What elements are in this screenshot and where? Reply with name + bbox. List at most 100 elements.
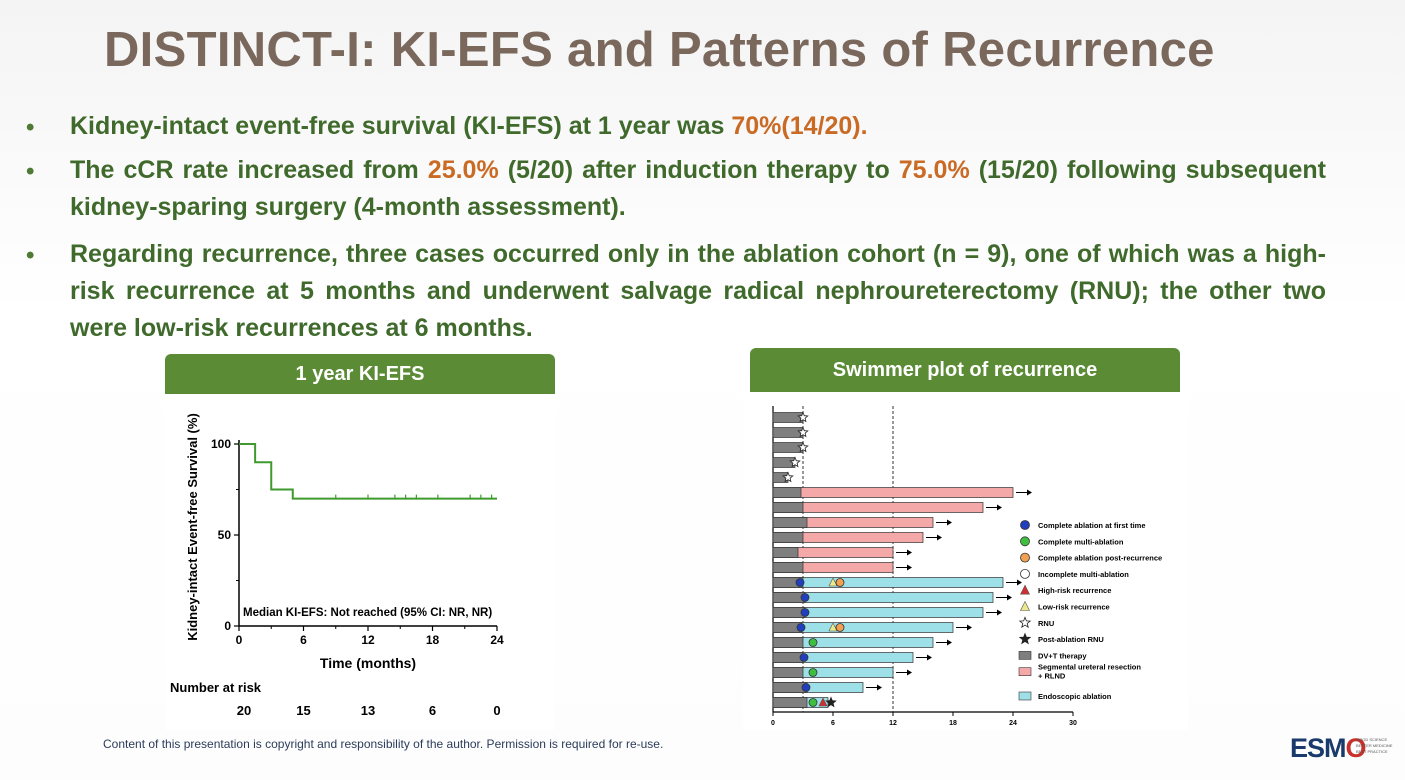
dvt-bar [772, 592, 806, 603]
ongoing-arrowhead [1007, 594, 1012, 601]
dvt-bar [772, 562, 804, 573]
x-axis-label: Time (months) [320, 655, 416, 671]
event-marker-star-open [797, 426, 809, 438]
treatment-bar [772, 502, 984, 513]
y-tick-label: 100 [211, 437, 231, 451]
dvt-bar [772, 487, 802, 498]
risk-count: 13 [361, 703, 375, 718]
legend-label: Post-ablation RNU [1038, 635, 1104, 644]
legend-swatch [1018, 616, 1032, 629]
bullet-2-post: (15/20) following subsequent kidney-spar… [70, 156, 1326, 221]
y-tick-label: 50 [218, 528, 232, 542]
event-marker-green [808, 668, 818, 677]
dvt-bar [772, 607, 806, 618]
event-marker-star-open [782, 471, 794, 483]
dvt-bar [772, 547, 799, 558]
legend-swatch [1020, 552, 1030, 563]
x-tick-label: 0 [236, 633, 243, 647]
risk-count: 0 [493, 703, 500, 718]
event-marker-blue [799, 653, 809, 662]
bullet-2-highlight-b: 75.0% [898, 156, 970, 184]
legend-label: RNU [1038, 619, 1054, 628]
event-marker-yellow [828, 577, 838, 587]
legend-swatch [1018, 632, 1032, 645]
x-tick-label: 6 [300, 633, 307, 647]
bullet-marker: • [26, 114, 35, 141]
risk-count: 20 [237, 703, 251, 718]
ongoing-arrowhead [997, 504, 1002, 511]
x-tick-label: 18 [949, 720, 957, 727]
logo-text-o: O [1345, 733, 1367, 763]
bullet-2-text: The cCR rate increased from 25.0% (5/20)… [70, 152, 1326, 226]
legend-label: Low-risk recurrence [1038, 603, 1110, 612]
ongoing-arrowhead [967, 624, 972, 631]
event-marker-star-open [797, 441, 809, 453]
event-marker-blue [795, 578, 805, 587]
x-tick-label: 30 [1069, 720, 1077, 727]
logo-tagline: GOOD SCIENCE BETTER MEDICINE BEST PRACTI… [1356, 737, 1393, 754]
logo-text-m: M [1324, 733, 1346, 763]
ongoing-arrowhead [997, 609, 1002, 616]
bullet-1-text: Kidney-intact event-free survival (KI-EF… [70, 108, 1326, 145]
legend-label: Incomplete multi-ablation [1038, 570, 1129, 579]
bullet-2-pre: The cCR rate increased from [70, 156, 428, 184]
dvt-bar [772, 637, 804, 648]
risk-count: 6 [429, 703, 436, 718]
legend-label: Complete ablation post-recurrence [1038, 554, 1162, 563]
swimmer-chart: 0612182430Time (months)Complete ablation… [743, 392, 1188, 739]
km-plot-svg: 0 50 100 0 6 12 18 24 Median KI-EFS: Not reached… [170, 413, 504, 718]
dvt-bar [772, 442, 804, 453]
bullet-2-mid: (5/20) after induction therapy to [498, 156, 899, 184]
legend-swatch [1020, 584, 1030, 595]
km-chart: 0 50 100 0 6 12 18 24 Median KI-EFS: Not reached… [165, 394, 555, 730]
event-marker-star-open [789, 456, 801, 468]
event-marker-red [818, 697, 828, 707]
x-tick-label: 18 [426, 633, 440, 647]
esmo-logo: ESMO GOOD SCIENCE BETTER MEDICINE BEST P… [1290, 733, 1392, 764]
legend-swatch [1018, 651, 1032, 660]
ongoing-arrowhead [907, 549, 912, 556]
event-marker-star [825, 696, 837, 708]
km-annotation: Median KI-EFS: Not reached (95% CI: NR, … [243, 607, 492, 619]
ongoing-arrowhead [907, 564, 912, 571]
bullet-3-text: Regarding recurrence, three cases occurr… [70, 240, 1326, 342]
swimmer-plot-svg: 0612182430Time (months)Complete ablation… [771, 406, 1162, 739]
bullet-1-pre: Kidney-intact event-free survival (KI-EF… [70, 112, 732, 140]
x-tick-label: 6 [831, 720, 835, 727]
bullet-marker: • [26, 158, 35, 185]
legend-label: DV+T therapy [1038, 651, 1087, 660]
x-tick-label: 24 [1009, 720, 1017, 727]
dvt-bar [772, 427, 804, 438]
event-marker-yellow [828, 622, 838, 632]
dvt-bar [772, 502, 804, 513]
copyright-footer: Content of this presentation is copyrigh… [103, 737, 664, 751]
treatment-bar [772, 577, 1004, 588]
ongoing-arrowhead [907, 669, 912, 676]
swimmer-panel-title: Swimmer plot of recurrence [750, 348, 1180, 392]
event-marker-orange [835, 623, 845, 632]
event-marker-orange [835, 578, 845, 587]
ongoing-arrowhead [1027, 489, 1032, 496]
y-axis-label: Kidney-intact Event-free Survival (%) [185, 413, 200, 641]
event-marker-blue [796, 623, 806, 632]
dvt-bar [772, 412, 804, 423]
legend-swatch [1018, 667, 1032, 677]
legend-label: Complete ablation at first time [1038, 521, 1146, 530]
y-tick-label: 0 [224, 619, 231, 633]
event-marker-green [808, 698, 818, 707]
risk-table-label: Number at risk [170, 680, 262, 695]
bullet-marker: • [26, 242, 35, 269]
dvt-bar [772, 697, 808, 708]
legend-label: High-risk recurrence [1038, 586, 1111, 595]
x-tick-label: 12 [361, 633, 375, 647]
logo-wordmark: ESMO [1290, 733, 1367, 763]
dvt-bar [772, 667, 804, 678]
legend-swatch [1018, 691, 1032, 701]
treatment-bar [772, 487, 1014, 498]
logo-text-es: ES [1290, 733, 1325, 763]
event-marker-blue [800, 608, 810, 617]
survival-curve [239, 443, 497, 500]
dvt-bar [772, 532, 804, 543]
x-tick-label: 12 [889, 720, 897, 727]
slide-title: DISTINCT-I: KI-EFS and Patterns of Recur… [104, 23, 1215, 77]
